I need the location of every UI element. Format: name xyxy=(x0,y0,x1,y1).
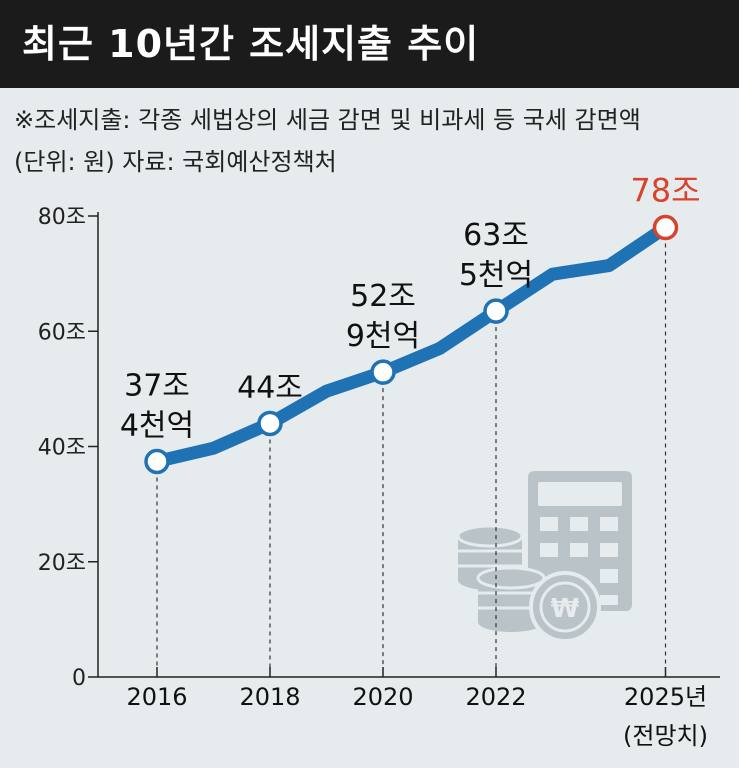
y-tick-label: 80조 xyxy=(38,205,86,230)
y-tick-label: 0 xyxy=(72,666,86,691)
y-tick-label: 20조 xyxy=(38,551,86,576)
data-label: 9천억 xyxy=(346,319,420,354)
x-tick-sublabel: (전망치) xyxy=(623,722,708,750)
data-label: 5천억 xyxy=(459,258,533,293)
coins-icon xyxy=(456,524,546,632)
y-tick-label: 60조 xyxy=(38,320,86,345)
data-label: 63조 xyxy=(463,218,529,253)
svg-text:₩: ₩ xyxy=(551,594,580,624)
chart-title: 최근 10년간 조세지출 추이 xyxy=(0,0,739,88)
data-label: 4천억 xyxy=(120,408,194,443)
data-label: 52조 xyxy=(350,279,416,314)
data-label: 37조 xyxy=(124,368,190,403)
y-tick-label: 40조 xyxy=(38,436,86,461)
data-point xyxy=(257,410,283,437)
note-unit-source: (단위: 원) 자료: 국회예산정책처 xyxy=(14,148,337,176)
x-tick-label: 2020 xyxy=(352,683,413,711)
data-label: 78조 xyxy=(630,172,700,210)
data-point xyxy=(483,298,509,324)
x-tick-label: 2016 xyxy=(126,683,187,711)
won-coin-icon: ₩ xyxy=(529,571,601,643)
series-line xyxy=(150,221,672,468)
x-tick-label: 2025년 xyxy=(624,683,707,711)
data-point xyxy=(370,359,396,385)
note-definition: ※조세지출: 각종 세법상의 세금 감면 및 비과세 등 국세 감면액 xyxy=(14,106,641,134)
data-label: 44조 xyxy=(237,370,303,405)
data-point xyxy=(144,448,170,475)
data-point xyxy=(652,214,679,241)
money-illustration: ₩ xyxy=(456,471,632,643)
x-tick-label: 2018 xyxy=(239,683,300,711)
x-tick-label: 2022 xyxy=(465,683,526,711)
